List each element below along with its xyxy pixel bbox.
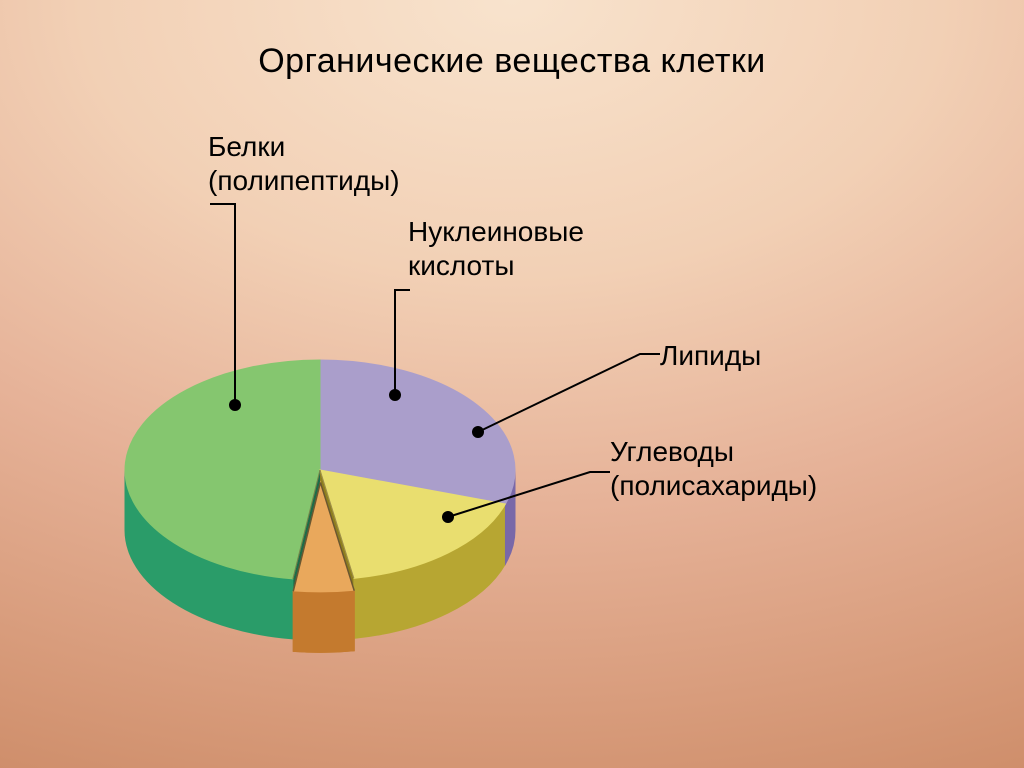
label-proteins: Белки(полипептиды) <box>208 130 400 197</box>
label-nucleic-acids: Нуклеиновыекислоты <box>408 215 584 282</box>
pie-svg <box>0 0 1024 768</box>
label-carbohydrates: Углеводы(полисахариды) <box>610 435 817 502</box>
label-lipids: Липиды <box>660 339 761 373</box>
